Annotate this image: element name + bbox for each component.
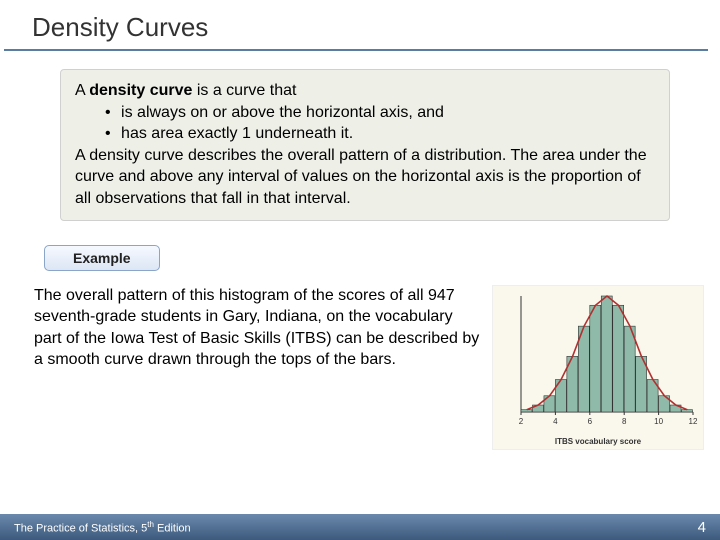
svg-text:6: 6 bbox=[588, 417, 593, 426]
svg-text:4: 4 bbox=[553, 417, 558, 426]
chart-xlabel: ITBS vocabulary score bbox=[493, 437, 703, 446]
definition-bullets: is always on or above the horizontal axi… bbox=[105, 102, 655, 145]
page-title: Density Curves bbox=[4, 0, 708, 51]
svg-text:8: 8 bbox=[622, 417, 627, 426]
example-button[interactable]: Example bbox=[44, 245, 160, 271]
definition-box: A density curve is a curve that is alway… bbox=[60, 69, 670, 221]
footer-ed-suffix: th bbox=[147, 520, 154, 529]
definition-lead: A density curve is a curve that bbox=[75, 80, 655, 102]
def-lead2: is a curve that bbox=[192, 82, 296, 99]
page-number: 4 bbox=[698, 519, 706, 536]
def-lead: A bbox=[75, 82, 89, 99]
svg-text:2: 2 bbox=[519, 417, 524, 426]
definition-bullet: has area exactly 1 underneath it. bbox=[105, 123, 655, 145]
svg-text:10: 10 bbox=[654, 417, 663, 426]
svg-text:12: 12 bbox=[689, 417, 698, 426]
slide-footer: The Practice of Statistics, 5th Edition … bbox=[0, 514, 720, 540]
body-row: The overall pattern of this histogram of… bbox=[34, 285, 704, 450]
histogram-svg: 2 4 6 8 10 12 bbox=[499, 290, 699, 430]
body-text: The overall pattern of this histogram of… bbox=[34, 285, 492, 371]
histogram-chart: 2 4 6 8 10 12 ITBS vocabulary score bbox=[492, 285, 704, 450]
footer-book-title: The Practice of Statistics, 5 bbox=[14, 522, 147, 534]
definition-bullet: is always on or above the horizontal axi… bbox=[105, 102, 655, 124]
footer-book: The Practice of Statistics, 5th Edition bbox=[14, 520, 191, 535]
def-term: density curve bbox=[89, 82, 192, 99]
definition-paragraph: A density curve describes the overall pa… bbox=[75, 145, 655, 210]
footer-ed-word: Edition bbox=[154, 522, 191, 534]
